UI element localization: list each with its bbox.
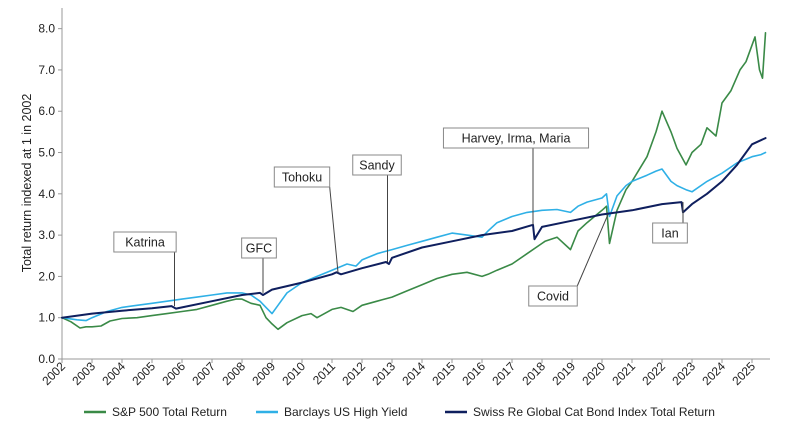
annotation-leader xyxy=(329,186,339,273)
series-line-1 xyxy=(61,151,767,322)
x-tick-label: 2017 xyxy=(489,359,518,388)
x-tick-label: 2024 xyxy=(699,359,728,388)
y-tick-label: 8.0 xyxy=(38,22,55,36)
annotation-box xyxy=(113,231,177,253)
x-tick-label: 2003 xyxy=(69,359,98,388)
legend: S&P 500 Total Return Barclays US High Yie… xyxy=(84,405,715,419)
x-tick-label: 2019 xyxy=(549,359,578,388)
x-tick-label: 2016 xyxy=(459,359,488,388)
annotations: Katrina GFC Tohoku Sandy Harvey, Irma, Maria… xyxy=(113,127,688,307)
annotation-label: Sandy xyxy=(359,159,395,173)
x-tick-label: 2005 xyxy=(129,359,158,388)
annotation-label: Tohoku xyxy=(282,171,322,185)
x-tick-label: 2013 xyxy=(369,359,398,388)
annotation-box xyxy=(241,237,277,259)
x-tick-label: 2020 xyxy=(579,359,608,388)
y-tick-label: 3.0 xyxy=(38,228,55,242)
x-tick-label: 2022 xyxy=(639,359,668,388)
x-tick-label: 2021 xyxy=(609,359,638,388)
x-tick-label: 2025 xyxy=(729,359,758,388)
x-tick-label: 2008 xyxy=(219,359,248,388)
annotation-leader xyxy=(576,214,609,287)
annotation-box xyxy=(352,154,402,176)
y-axis-title: Total return indexed at 1 in 2002 xyxy=(20,94,34,273)
y-tick-label: 2.0 xyxy=(38,269,55,283)
y-tick-label: 5.0 xyxy=(38,146,55,160)
series-lines xyxy=(61,31,767,331)
annotation-box xyxy=(528,285,578,307)
annotation-box xyxy=(273,166,331,188)
x-tick-label: 2018 xyxy=(519,359,548,388)
annotation-label: Ian xyxy=(661,227,678,241)
x-tick-label: 2007 xyxy=(189,359,218,388)
annotation-label: Covid xyxy=(537,290,569,304)
y-tick-label: 0.0 xyxy=(38,352,55,366)
x-tick-label: 2009 xyxy=(249,359,278,388)
x-tick-label: 2015 xyxy=(429,359,458,388)
x-tick-label: 2010 xyxy=(279,359,308,388)
x-tick-label: 2023 xyxy=(669,359,698,388)
annotation-box xyxy=(652,222,688,244)
annotation-label: GFC xyxy=(246,242,272,256)
legend-label: S&P 500 Total Return xyxy=(112,405,227,419)
series-line-0 xyxy=(61,31,767,331)
legend-label: Swiss Re Global Cat Bond Index Total Ret… xyxy=(473,405,715,419)
x-axis-ticks: 2002 2003 2004 2005 2006 2007 2008 2009 2010 2011… xyxy=(39,359,758,388)
y-tick-label: 6.0 xyxy=(38,104,55,118)
y-axis-ticks: 0.0 1.0 2.0 3.0 4.0 5.0 6.0 7.0 8.0 xyxy=(38,22,62,366)
annotation-label: Harvey, Irma, Maria xyxy=(462,132,571,146)
y-tick-label: 4.0 xyxy=(38,187,55,201)
x-tick-label: 2014 xyxy=(399,359,428,388)
y-tick-label: 1.0 xyxy=(38,311,55,325)
x-tick-label: 2011 xyxy=(310,359,338,387)
annotation-box xyxy=(442,127,590,149)
x-tick-label: 2012 xyxy=(339,359,368,388)
annotation-label: Katrina xyxy=(125,236,165,250)
x-tick-label: 2006 xyxy=(159,359,188,388)
x-tick-label: 2004 xyxy=(99,359,128,388)
y-tick-label: 7.0 xyxy=(38,63,55,77)
legend-label: Barclays US High Yield xyxy=(284,405,407,419)
plot-area: 0.0 1.0 2.0 3.0 4.0 5.0 6.0 7.0 8.0 2002 2003 2004… xyxy=(38,8,770,388)
